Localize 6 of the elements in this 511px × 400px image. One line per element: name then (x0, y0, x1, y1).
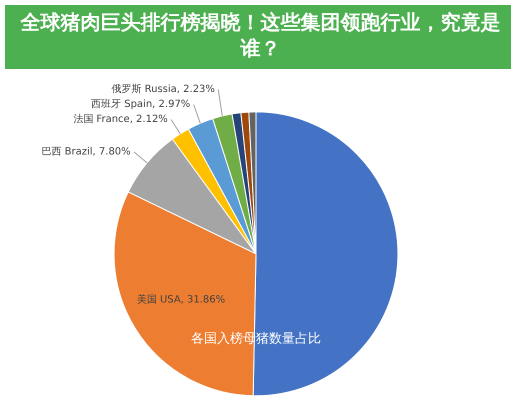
slice-label: 俄罗斯 Russia, 2.23% (111, 83, 215, 95)
slice-label: 美国 USA, 31.86% (136, 293, 226, 306)
slice-label: 西班牙 Spain, 2.97% (91, 98, 190, 110)
slice-label: 巴西 Brazil, 7.80% (41, 146, 131, 158)
chart-title: 全球猪肉巨头排行榜揭晓！这些集团领跑行业，究竟是谁？ (19, 9, 502, 61)
slice-label: 法国 France, 2.12% (73, 113, 168, 126)
